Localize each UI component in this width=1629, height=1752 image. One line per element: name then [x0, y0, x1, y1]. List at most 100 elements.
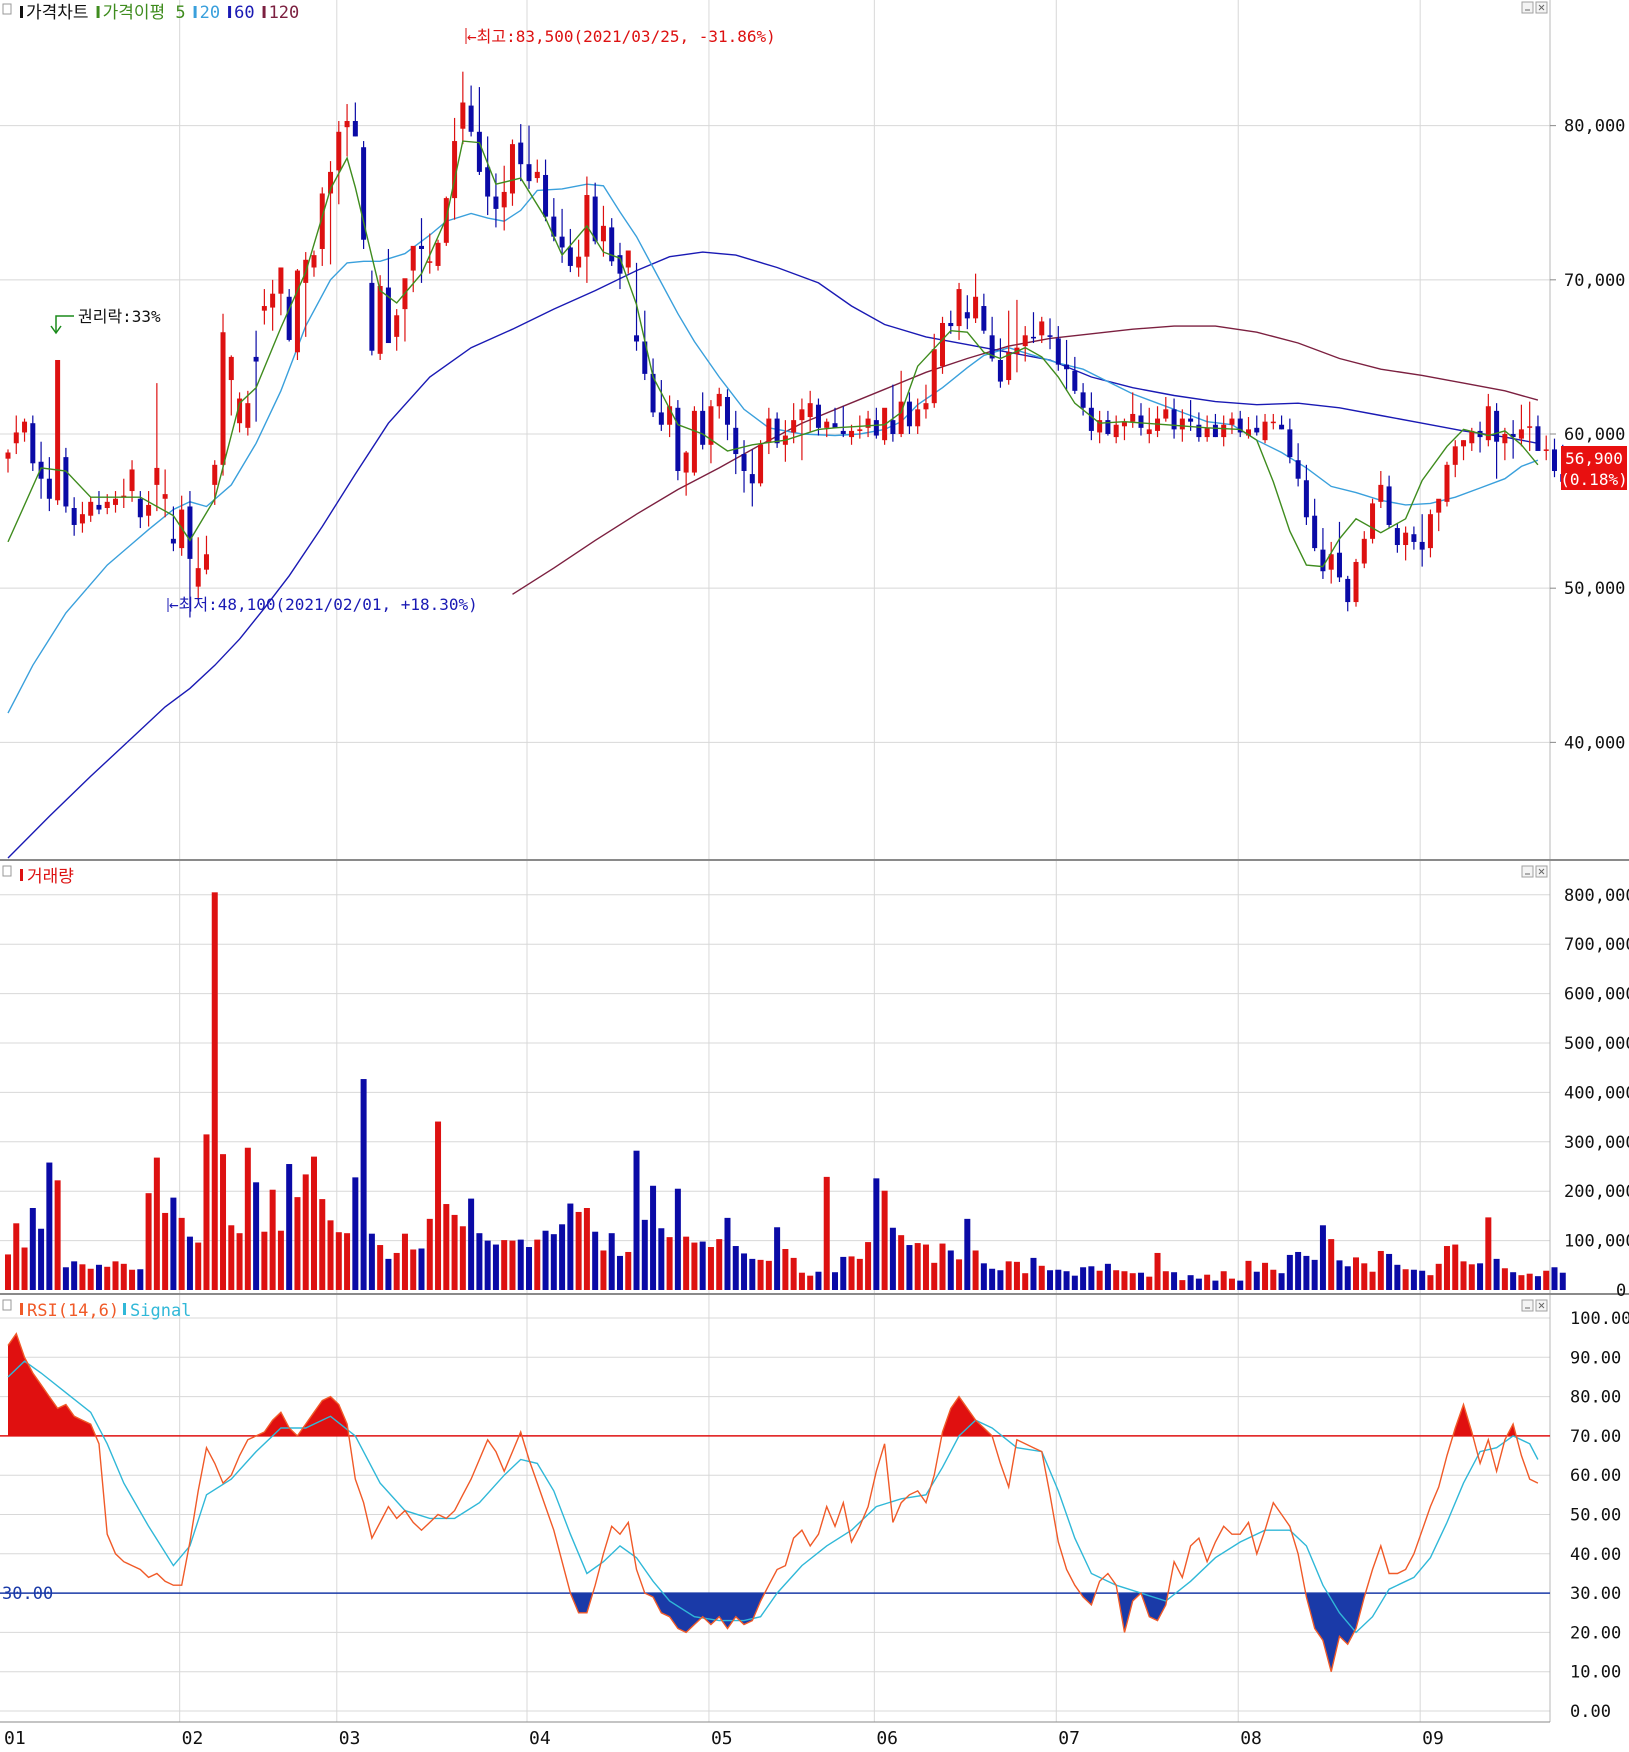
- volume-panel-toggle-icon[interactable]: [2, 865, 12, 877]
- price-candle: [336, 121, 342, 205]
- volume-bar: [707, 1247, 714, 1290]
- volume-legend[interactable]: 거래량: [2, 865, 74, 887]
- volume-tick-label: 400,000: [1564, 1083, 1629, 1103]
- ma5-path: [7, 140, 1539, 568]
- rsi-level-30-label: 30.00: [2, 1584, 53, 1604]
- price-candle: [220, 313, 226, 476]
- volume-tick-label: 100,000: [1564, 1232, 1629, 1252]
- price-candle: [88, 497, 94, 522]
- rsi-legend[interactable]: RSI(14,6) Signal: [2, 1299, 191, 1321]
- price-candle: [940, 316, 946, 374]
- price-candle: [956, 282, 962, 340]
- volume-bar: [335, 1232, 342, 1290]
- volume-bar: [1386, 1253, 1393, 1290]
- volume-bar: [699, 1241, 706, 1290]
- volume-bar: [29, 1207, 36, 1290]
- volume-bar: [244, 1147, 251, 1290]
- volume-bar: [1477, 1263, 1484, 1290]
- rights-off-annotation: 권리락:33%: [50, 307, 161, 335]
- price-candle: [46, 457, 52, 512]
- price-candle: [1518, 404, 1524, 447]
- volume-bar: [724, 1217, 731, 1290]
- volume-bar: [501, 1240, 508, 1290]
- volume-bar: [1501, 1268, 1508, 1290]
- low-annotation-label: ←최저:48,100(2021/02/01, +18.30%): [169, 595, 478, 614]
- rsi-panel-toggle-icon[interactable]: [2, 1299, 12, 1311]
- price-candle: [468, 85, 474, 137]
- price-candle: [435, 239, 441, 271]
- volume-legend-label: 거래량: [27, 867, 74, 887]
- price-panel-toggle-icon[interactable]: [2, 3, 12, 15]
- volume-bar: [484, 1240, 491, 1290]
- volume-bar: [393, 1252, 400, 1290]
- panel-window-buttons[interactable]: [1521, 1, 1548, 1312]
- volume-bar: [1534, 1276, 1541, 1290]
- volume-bar: [1013, 1261, 1020, 1290]
- volume-bar: [674, 1188, 681, 1290]
- legend-item-label[interactable]: 가격차트: [26, 3, 89, 23]
- price-candle: [857, 415, 863, 439]
- volume-bar: [790, 1257, 797, 1290]
- volume-bar: [848, 1256, 855, 1290]
- volume-bar: [13, 1223, 20, 1290]
- price-candle: [485, 136, 491, 216]
- price-candle: [898, 370, 904, 438]
- volume-tick-label: 800,000: [1564, 886, 1629, 906]
- price-candle: [1510, 420, 1516, 459]
- minimize-icon[interactable]: [1521, 1, 1534, 14]
- minimize-icon[interactable]: [1521, 865, 1534, 878]
- price-candle: [1055, 326, 1061, 371]
- volume-bar: [947, 1250, 954, 1290]
- price-candle: [1270, 413, 1276, 430]
- price-candle: [724, 389, 730, 441]
- price-candle: [1485, 393, 1491, 447]
- price-gridlines: [0, 125, 1550, 743]
- low-annotation: ←최저:48,100(2021/02/01, +18.30%): [167, 595, 478, 614]
- minimize-icon[interactable]: [1521, 1299, 1534, 1312]
- volume-bar: [889, 1227, 896, 1290]
- price-candle: [1436, 498, 1442, 532]
- price-axis-labels: 80,000 70,000 60,000 50,000 40,000: [1550, 117, 1625, 753]
- volume-bar: [401, 1233, 408, 1290]
- volume-bar: [62, 1267, 69, 1290]
- volume-bar: [592, 1231, 599, 1290]
- legend-item-label[interactable]: 120: [269, 3, 300, 23]
- price-candle: [576, 239, 582, 277]
- price-candle: [1287, 418, 1293, 464]
- price-legend[interactable]: 가격차트 가격이평 5 20 60 120: [2, 3, 300, 23]
- rsi-tick-label: 20.00: [1570, 1623, 1621, 1643]
- price-candle: [154, 383, 160, 512]
- volume-bar: [980, 1263, 987, 1290]
- volume-bar: [1452, 1244, 1459, 1290]
- volume-bar: [352, 1177, 359, 1290]
- volume-bar: [1361, 1263, 1368, 1290]
- price-candle: [460, 71, 466, 145]
- price-candle: [113, 491, 119, 513]
- price-candle: [443, 196, 449, 246]
- volume-bar: [1137, 1272, 1144, 1290]
- volume-bar: [360, 1079, 367, 1290]
- price-candle: [1262, 413, 1268, 444]
- price-candle: [1039, 316, 1045, 344]
- legend-item-label[interactable]: 20: [200, 3, 220, 23]
- price-candle: [1320, 528, 1326, 579]
- volume-bar: [749, 1258, 756, 1290]
- price-candle: [1403, 526, 1409, 561]
- price-candle: [1361, 531, 1367, 569]
- price-candle: [344, 104, 350, 157]
- legend-item-label[interactable]: 60: [234, 3, 254, 23]
- volume-bar: [120, 1263, 127, 1290]
- signal-line: [7, 1360, 1539, 1634]
- volume-bar: [972, 1250, 979, 1290]
- volume-bar: [459, 1226, 466, 1290]
- volume-bar: [1047, 1270, 1054, 1290]
- legend-item-label[interactable]: 가격이평 5: [103, 3, 186, 23]
- price-candle: [683, 450, 689, 496]
- volume-bar: [1179, 1280, 1186, 1290]
- price-candle: [261, 289, 267, 325]
- volume-bar: [1510, 1272, 1517, 1290]
- volume-bar: [228, 1225, 235, 1290]
- volume-bar: [1353, 1257, 1360, 1290]
- month-tick-label: 07: [1058, 1728, 1080, 1749]
- volume-bar: [1286, 1254, 1293, 1290]
